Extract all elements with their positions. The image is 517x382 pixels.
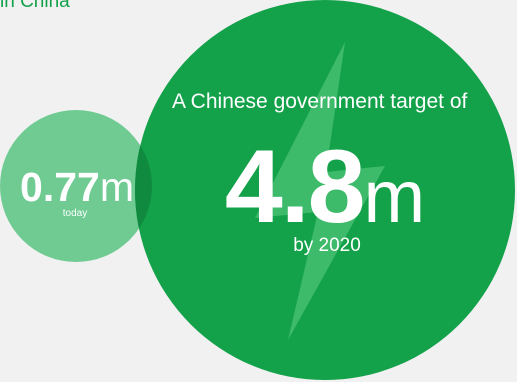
target-subcaption: by 2020 [293, 235, 361, 256]
target-caption: A Chinese government target of [172, 90, 468, 113]
target-value: 4.8m [180, 132, 470, 252]
today-circle [0, 110, 152, 262]
target-number: 4.8 [224, 129, 366, 245]
header-title: in China [0, 0, 70, 12]
today-value: 0.77m [2, 163, 152, 211]
today-number: 0.77 [20, 164, 100, 210]
today-caption: today [62, 208, 88, 219]
today-unit: m [99, 164, 134, 210]
target-unit: m [363, 155, 426, 238]
lightning-bolt-icon [255, 42, 385, 340]
